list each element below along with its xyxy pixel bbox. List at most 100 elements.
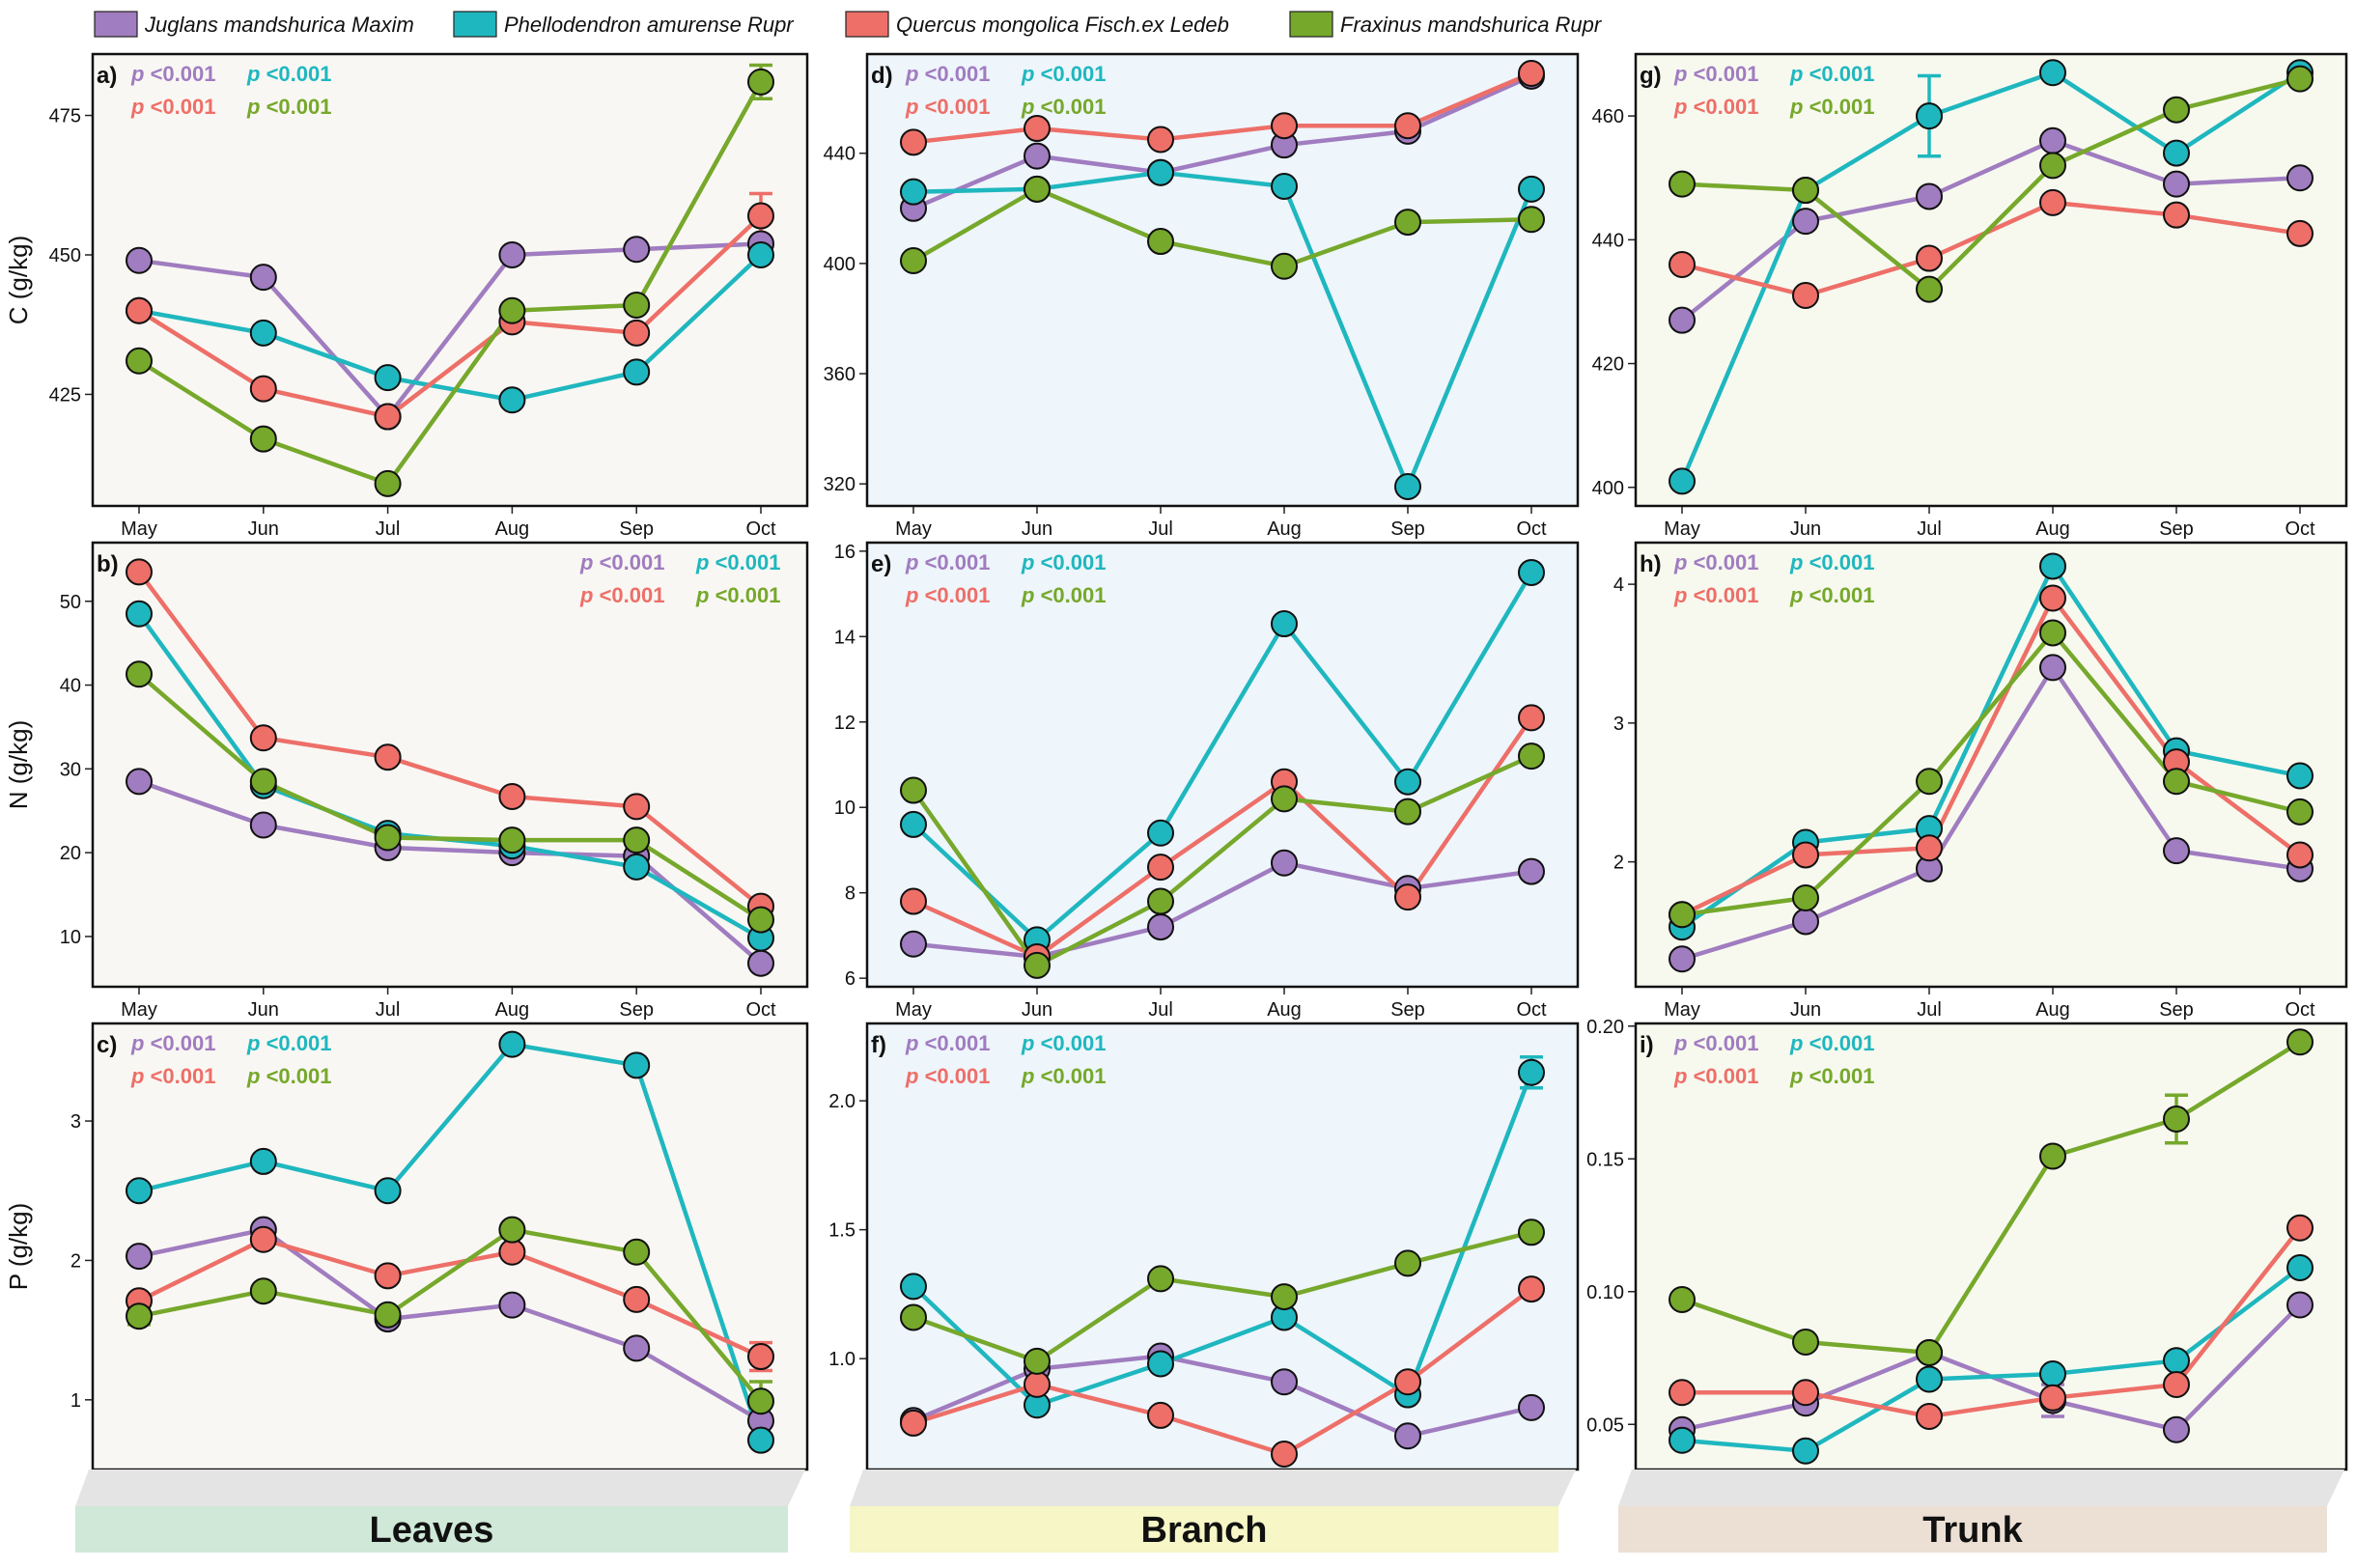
data-point-fraxinus-mandshurica-rupr bbox=[1271, 252, 1298, 280]
data-point-quercus-mongolica-fisch-ex-ledeb bbox=[1271, 112, 1298, 140]
data-point-juglans-mandshurica-maxim bbox=[2163, 837, 2190, 865]
tissue-bands: Leaves Branch Trunk bbox=[75, 1470, 2344, 1553]
p-value-text: <0.001 bbox=[1803, 1031, 1874, 1055]
p-value-label: p <0.001 bbox=[246, 1031, 331, 1055]
data-point-phellodendron-amurense-rupr bbox=[747, 1426, 774, 1454]
data-point-quercus-mongolica-fisch-ex-ledeb bbox=[126, 558, 153, 586]
data-point-fraxinus-mandshurica-rupr bbox=[623, 1238, 651, 1266]
data-point-juglans-mandshurica-maxim bbox=[1792, 908, 1819, 936]
x-tick-label: Oct bbox=[745, 999, 776, 1021]
data-point-fraxinus-mandshurica-rupr bbox=[1024, 1347, 1051, 1375]
data-point-fraxinus-mandshurica-rupr bbox=[126, 660, 153, 688]
p-value-text: <0.001 bbox=[1687, 62, 1758, 86]
data-point-phellodendron-amurense-rupr bbox=[1147, 1350, 1174, 1378]
p-symbol: p bbox=[130, 95, 144, 119]
x-tick-label: Sep bbox=[619, 518, 654, 540]
p-symbol: p bbox=[1021, 583, 1034, 607]
p-value-label: p <0.001 bbox=[130, 95, 215, 119]
data-point-juglans-mandshurica-maxim bbox=[1792, 208, 1819, 236]
data-point-phellodendron-amurense-rupr bbox=[1394, 768, 1421, 796]
data-point-fraxinus-mandshurica-rupr bbox=[126, 1302, 153, 1330]
data-point-quercus-mongolica-fisch-ex-ledeb bbox=[249, 375, 277, 403]
y-tick-label: 40 bbox=[60, 676, 81, 697]
x-tick-label: Jul bbox=[376, 518, 401, 540]
data-point-fraxinus-mandshurica-rupr bbox=[1147, 228, 1174, 256]
p-value-label: p <0.001 bbox=[1673, 583, 1758, 607]
panel-i: 0.050.100.150.20MayJunJulAugSepOcti)p <0… bbox=[1586, 1017, 2348, 1503]
y-axis-label: N (g/kg) bbox=[4, 720, 33, 809]
data-point-quercus-mongolica-fisch-ex-ledeb bbox=[1147, 126, 1174, 154]
series-line-quercus-mongolica-fisch-ex-ledeb bbox=[1682, 1226, 2302, 1419]
data-point-fraxinus-mandshurica-rupr bbox=[2163, 1106, 2190, 1133]
series-line-fraxinus-mandshurica-rupr bbox=[137, 672, 763, 922]
p-value-label: p <0.001 bbox=[130, 1031, 215, 1055]
p-value-label: p <0.001 bbox=[1673, 95, 1758, 119]
data-point-fraxinus-mandshurica-rupr bbox=[1518, 1218, 1545, 1246]
p-symbol: p bbox=[1673, 95, 1687, 119]
data-point-fraxinus-mandshurica-rupr bbox=[126, 347, 153, 375]
p-value-label: p <0.001 bbox=[905, 1064, 990, 1088]
data-point-phellodendron-amurense-rupr bbox=[374, 364, 402, 392]
p-value-label: p <0.001 bbox=[1021, 1064, 1106, 1088]
x-tick-label: Jun bbox=[1022, 518, 1052, 540]
p-value-text: <0.001 bbox=[1034, 62, 1106, 86]
data-point-juglans-mandshurica-maxim bbox=[498, 241, 526, 268]
y-tick-label: 2 bbox=[70, 1250, 81, 1272]
p-symbol: p bbox=[905, 583, 918, 607]
data-point-phellodendron-amurense-rupr bbox=[900, 178, 927, 206]
data-point-quercus-mongolica-fisch-ex-ledeb bbox=[498, 782, 526, 810]
x-tick-label: Aug bbox=[2035, 518, 2070, 540]
data-point-fraxinus-mandshurica-rupr bbox=[498, 826, 526, 854]
p-symbol: p bbox=[130, 1031, 144, 1055]
p-value-text: <0.001 bbox=[593, 550, 664, 574]
series-line-juglans-mandshurica-maxim bbox=[1681, 665, 2301, 962]
p-value-label: p <0.001 bbox=[1673, 550, 1758, 574]
data-point-quercus-mongolica-fisch-ex-ledeb bbox=[1147, 854, 1174, 882]
data-point-juglans-mandshurica-maxim bbox=[2039, 654, 2066, 682]
series-line-fraxinus-mandshurica-rupr bbox=[138, 1227, 763, 1403]
data-point-quercus-mongolica-fisch-ex-ledeb bbox=[2039, 584, 2066, 612]
data-point-phellodendron-amurense-rupr bbox=[1916, 1365, 1943, 1393]
data-point-fraxinus-mandshurica-rupr bbox=[747, 1387, 774, 1415]
x-tick-label: May bbox=[1664, 999, 1700, 1021]
data-point-fraxinus-mandshurica-rupr bbox=[2286, 65, 2314, 93]
p-value-text: <0.001 bbox=[918, 1031, 990, 1055]
y-tick-label: 0.20 bbox=[1586, 1017, 1624, 1038]
data-point-fraxinus-mandshurica-rupr bbox=[498, 1216, 526, 1244]
data-point-juglans-mandshurica-maxim bbox=[498, 1291, 526, 1319]
x-tick-label: Sep bbox=[2159, 518, 2194, 540]
data-point-fraxinus-mandshurica-rupr bbox=[747, 906, 774, 934]
y-tick-label: 4 bbox=[1613, 574, 1624, 596]
p-symbol: p bbox=[1789, 95, 1803, 119]
panel-label: c) bbox=[97, 1032, 117, 1058]
series-line-juglans-mandshurica-maxim bbox=[912, 73, 1532, 210]
plot-area bbox=[1636, 54, 2346, 506]
p-value-label: p <0.001 bbox=[1789, 62, 1874, 86]
data-point-juglans-mandshurica-maxim bbox=[2286, 1291, 2314, 1319]
x-tick-label: Jun bbox=[248, 518, 279, 540]
data-point-quercus-mongolica-fisch-ex-ledeb bbox=[1916, 1403, 1943, 1430]
y-tick-label: 8 bbox=[845, 883, 855, 905]
y-tick-label: 2.0 bbox=[828, 1091, 855, 1112]
data-point-juglans-mandshurica-maxim bbox=[1394, 1422, 1421, 1450]
data-point-juglans-mandshurica-maxim bbox=[1271, 1368, 1298, 1396]
series-line-quercus-mongolica-fisch-ex-ledeb bbox=[1681, 596, 2302, 917]
data-point-fraxinus-mandshurica-rupr bbox=[1024, 951, 1051, 979]
legend-label: Juglans mandshurica Maxim bbox=[144, 13, 414, 37]
data-point-juglans-mandshurica-maxim bbox=[2163, 1415, 2190, 1443]
data-point-quercus-mongolica-fisch-ex-ledeb bbox=[2039, 1384, 2066, 1412]
data-point-phellodendron-amurense-rupr bbox=[1916, 102, 1943, 130]
data-point-quercus-mongolica-fisch-ex-ledeb bbox=[623, 793, 651, 821]
data-point-quercus-mongolica-fisch-ex-ledeb bbox=[623, 1285, 651, 1313]
data-point-quercus-mongolica-fisch-ex-ledeb bbox=[1916, 834, 1943, 862]
p-value-text: <0.001 bbox=[144, 95, 215, 119]
data-point-juglans-mandshurica-maxim bbox=[2286, 164, 2314, 192]
y-tick-label: 475 bbox=[49, 106, 81, 127]
series-line-quercus-mongolica-fisch-ex-ledeb bbox=[138, 1237, 762, 1359]
panel-label: i) bbox=[1640, 1032, 1654, 1058]
p-symbol: p bbox=[905, 550, 918, 574]
x-tick-label: May bbox=[895, 999, 932, 1021]
y-tick-label: 460 bbox=[1592, 106, 1624, 127]
